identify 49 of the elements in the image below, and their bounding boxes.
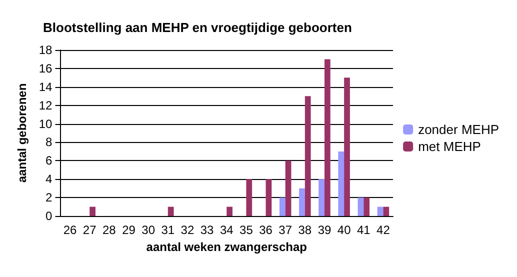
legend-label: met MEHP bbox=[418, 139, 481, 154]
bar bbox=[266, 179, 272, 216]
bar bbox=[279, 198, 286, 216]
x-tick-label: 40 bbox=[337, 223, 352, 237]
x-tick-label: 37 bbox=[278, 223, 292, 237]
bar bbox=[383, 206, 390, 216]
bar bbox=[324, 59, 330, 216]
y-tick-label: 4 bbox=[46, 172, 53, 186]
x-tick-label: 26 bbox=[63, 223, 78, 237]
x-tick-label: 34 bbox=[220, 223, 234, 237]
x-tick-label: 33 bbox=[200, 223, 214, 237]
bar bbox=[90, 206, 96, 216]
y-axis-title: aantal geborenen bbox=[15, 83, 29, 183]
x-tick-label: 36 bbox=[259, 223, 273, 237]
bar bbox=[299, 188, 305, 216]
y-tick-label: 8 bbox=[46, 135, 53, 150]
x-tick-label: 42 bbox=[376, 223, 390, 237]
y-tick-label: 14 bbox=[38, 80, 53, 94]
y-tick-label: 12 bbox=[38, 98, 53, 112]
x-axis-title: aantal weken zwangerschap bbox=[146, 240, 307, 254]
bar bbox=[285, 160, 292, 216]
bar bbox=[246, 179, 252, 216]
bar bbox=[168, 206, 174, 216]
bar bbox=[377, 206, 384, 216]
x-tick-label: 28 bbox=[102, 223, 116, 237]
bar bbox=[226, 206, 232, 216]
y-tick-label: 0 bbox=[46, 209, 53, 223]
x-tick-label: 29 bbox=[122, 223, 136, 237]
y-tick-label: 6 bbox=[46, 154, 53, 168]
x-tick-label: 39 bbox=[318, 223, 332, 237]
y-tick-label: 10 bbox=[38, 116, 53, 131]
bar bbox=[344, 78, 350, 216]
legend-label: zonder MEHP bbox=[418, 122, 499, 137]
x-tick-label: 35 bbox=[240, 223, 254, 237]
y-tick-label: 18 bbox=[38, 43, 53, 57]
y-tick-label: 2 bbox=[46, 190, 53, 205]
y-tick-label: 16 bbox=[38, 61, 53, 76]
x-tick-label: 41 bbox=[356, 223, 371, 237]
bar bbox=[364, 198, 370, 216]
bar bbox=[318, 179, 324, 216]
bar bbox=[338, 151, 344, 216]
x-tick-label: 30 bbox=[142, 223, 156, 237]
bar bbox=[358, 198, 364, 216]
bar bbox=[304, 96, 311, 216]
x-tick-label: 32 bbox=[180, 223, 194, 237]
x-tick-label: 31 bbox=[161, 223, 175, 237]
x-tick-label: 38 bbox=[298, 223, 312, 237]
chart-title: Blootstelling aan MEHP en vroegtijdige geboorten bbox=[43, 20, 352, 35]
x-tick-label: 27 bbox=[82, 223, 97, 237]
